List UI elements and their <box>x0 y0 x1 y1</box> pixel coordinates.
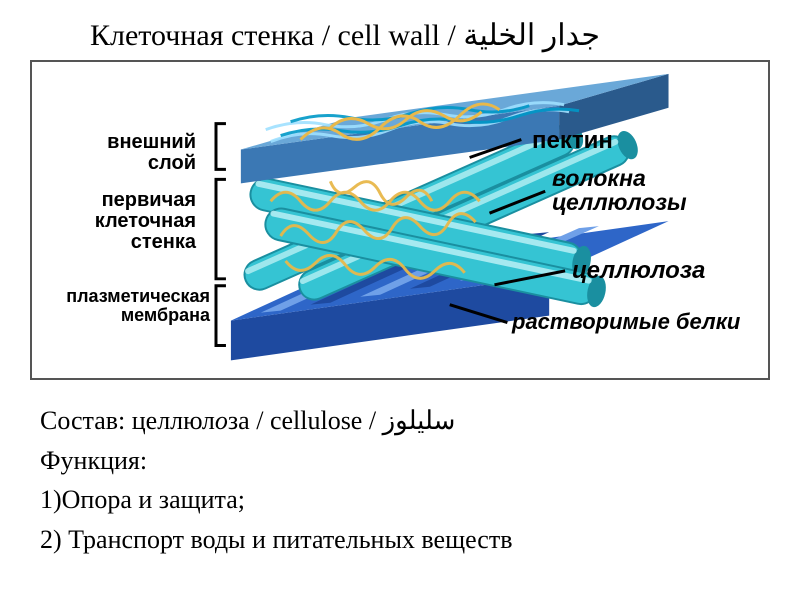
function-item-2: 2) Транспорт воды и питательных веществ <box>40 521 512 559</box>
label-plasma-membrane: плазметическаямембрана <box>66 287 210 325</box>
label-pectin: пектин <box>532 128 613 153</box>
left-brackets <box>216 124 226 346</box>
cell-wall-diagram: внешнийслой первичаяклеточнаястенка плаз… <box>30 60 770 380</box>
comp-em-o: о <box>215 406 228 435</box>
label-primary-wall: первичаяклеточнаястенка <box>95 190 196 253</box>
composition-line: Состав: целлюлоза / cellulose / سليلوز <box>40 402 512 440</box>
label-outer-layer: внешнийслой <box>107 132 196 174</box>
page-title: Клеточная стенка / cell wall / جدار الخل… <box>90 18 600 53</box>
description-block: Состав: целлюлоза / cellulose / سليلوز Ф… <box>40 400 512 561</box>
label-soluble-proteins: растворимые белки <box>512 310 740 333</box>
label-cellulose: целлюлоза <box>572 258 705 283</box>
comp-suffix: за / cellulose / سليلوز <box>228 406 456 435</box>
function-item-1: 1)Опора и защита; <box>40 481 512 519</box>
label-cellulose-fibers: волокнацеллюлозы <box>552 166 687 214</box>
comp-prefix: Состав: целлюл <box>40 406 215 435</box>
function-heading: Функция: <box>40 442 512 480</box>
